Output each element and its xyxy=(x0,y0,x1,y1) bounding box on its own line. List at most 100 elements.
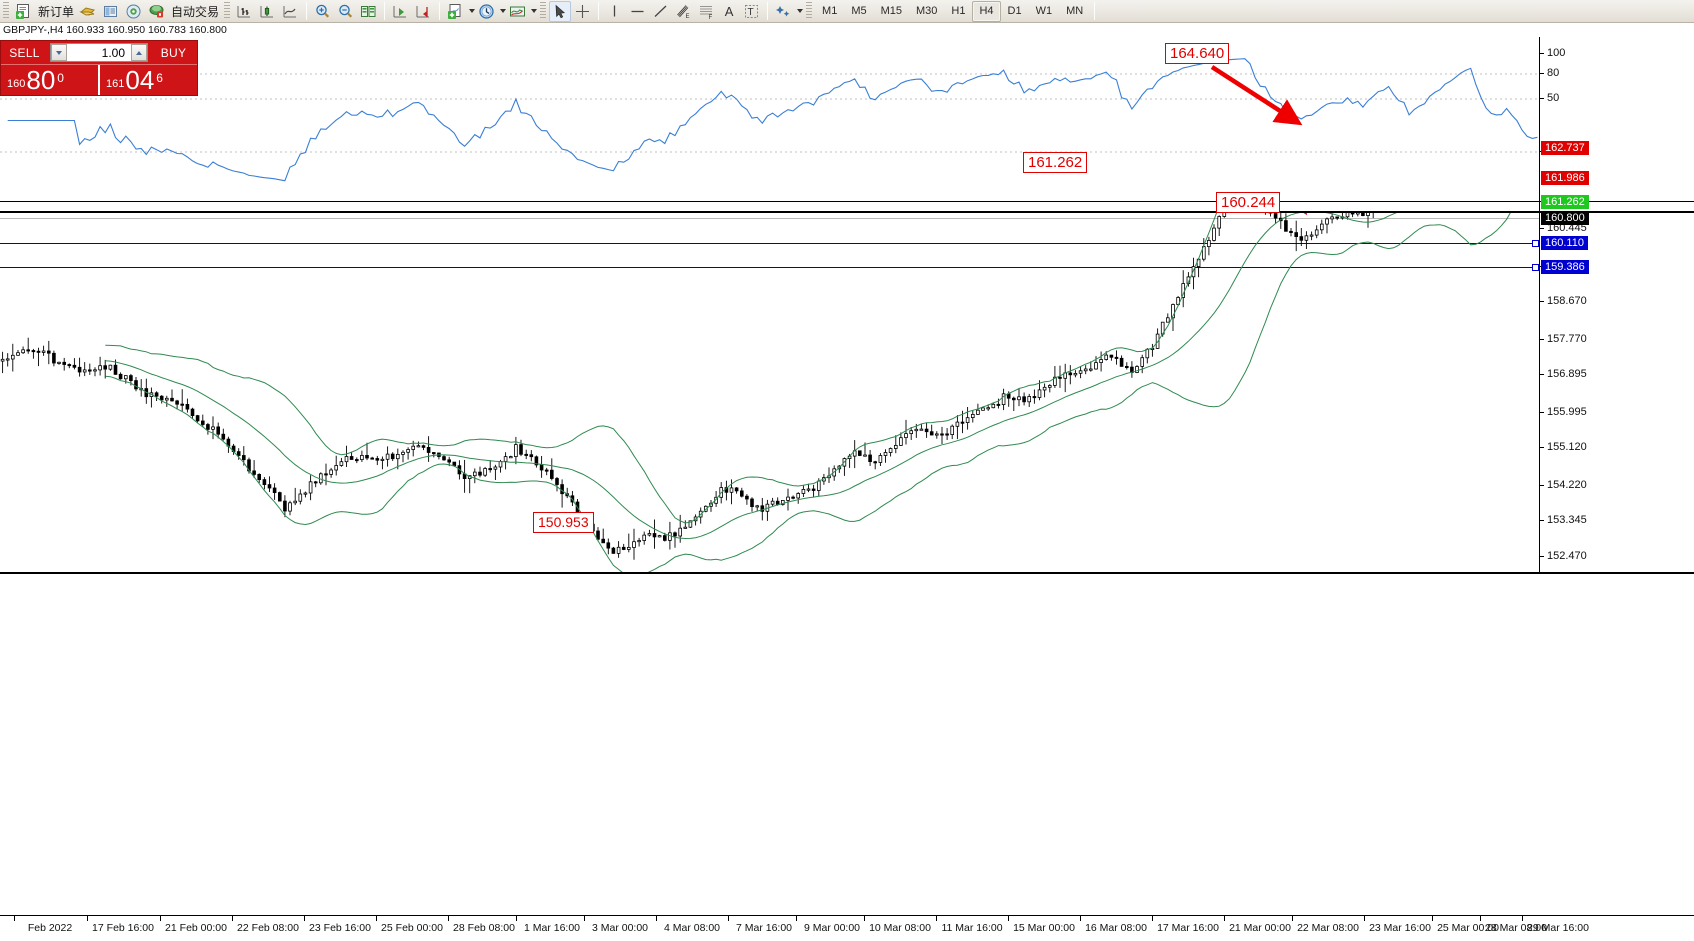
timeframe-d1[interactable]: D1 xyxy=(1007,5,1022,17)
level-handle[interactable] xyxy=(1532,264,1539,271)
time-tick xyxy=(1008,916,1009,921)
profiles-icon[interactable] xyxy=(76,1,99,22)
text-label-icon[interactable]: T xyxy=(740,1,763,22)
svg-text:F: F xyxy=(709,15,713,20)
time-axis-label: 7 Mar 16:00 xyxy=(735,922,793,934)
chart-shift-icon[interactable] xyxy=(412,1,435,22)
navigator-icon[interactable] xyxy=(122,1,145,22)
horizontal-line-icon[interactable] xyxy=(626,1,649,22)
volume-increment[interactable] xyxy=(131,44,147,61)
sell-button[interactable]: SELL xyxy=(9,45,40,60)
time-axis-label: 21 Feb 00:00 xyxy=(165,922,227,934)
candlestick-chart-icon[interactable] xyxy=(256,1,279,22)
line-chart-icon[interactable] xyxy=(279,1,302,22)
time-axis-label: 11 Mar 16:00 xyxy=(941,922,1003,934)
timeframe-mn[interactable]: MN xyxy=(1066,5,1084,17)
price-level-badge[interactable]: 160.800 xyxy=(1541,211,1589,225)
blue-level-line-159386[interactable] xyxy=(0,264,1539,271)
zoom-in-icon[interactable] xyxy=(311,1,334,22)
sell-price-fraction: 0 xyxy=(57,71,64,85)
autotrading-label[interactable]: 自动交易 xyxy=(171,4,220,19)
time-axis-label: 16 Mar 08:00 xyxy=(1085,922,1147,934)
objects-dropdown-caret[interactable] xyxy=(797,9,804,13)
time-tick xyxy=(1522,916,1523,921)
annotation-150953[interactable]: 150.953 xyxy=(533,512,594,533)
fibonacci-icon[interactable]: F xyxy=(695,1,718,22)
toolbar-grip-4[interactable] xyxy=(806,2,813,20)
toolbar-grip[interactable] xyxy=(3,2,9,20)
price-level-badge[interactable]: 159.386 xyxy=(1541,260,1589,274)
templates-dropdown-caret[interactable] xyxy=(531,9,538,13)
chart-area[interactable]: 164.640 161.262 160.244 150.953 164.8701… xyxy=(0,37,1694,941)
templates-icon[interactable] xyxy=(506,1,529,22)
time-tick xyxy=(1480,916,1481,921)
data-window-icon[interactable] xyxy=(357,1,380,22)
timeframe-m5[interactable]: M5 xyxy=(851,5,867,17)
annotation-161262[interactable]: 161.262 xyxy=(1023,152,1088,173)
time-tick xyxy=(656,916,657,921)
sell-price[interactable]: 160 80 0 xyxy=(1,65,98,95)
trendline-icon[interactable] xyxy=(649,1,672,22)
zoom-out-icon[interactable] xyxy=(334,1,357,22)
buy-button[interactable]: BUY xyxy=(160,45,187,60)
svg-text:T: T xyxy=(748,7,754,18)
toolbar-grip-2[interactable] xyxy=(224,2,231,20)
timeframe-m30[interactable]: M30 xyxy=(916,5,938,17)
price-level-badge[interactable]: 162.737 xyxy=(1541,141,1589,155)
annotation-164640[interactable]: 164.640 xyxy=(1165,43,1230,64)
buy-price-prefix: 161 xyxy=(106,78,125,90)
main-toolbar: 新订单 自动交易 xyxy=(0,0,1694,23)
period-dropdown-caret[interactable] xyxy=(500,9,507,13)
indicators-dropdown-caret[interactable] xyxy=(469,9,476,13)
price-level-badge[interactable]: 160.110 xyxy=(1541,236,1588,250)
price-level-badge[interactable]: 161.262 xyxy=(1541,195,1589,209)
time-tick xyxy=(160,916,161,921)
auto-scroll-icon[interactable] xyxy=(389,1,412,22)
time-tick xyxy=(796,916,797,921)
new-order-label[interactable]: 新订单 xyxy=(38,4,75,19)
timeframe-w1[interactable]: W1 xyxy=(1035,5,1053,17)
price-level-badge[interactable]: 161.986 xyxy=(1541,171,1589,185)
annotation-160244[interactable]: 160.244 xyxy=(1216,192,1281,213)
period-icon[interactable] xyxy=(475,1,498,22)
timeframe-h4[interactable]: H4 xyxy=(972,0,1001,22)
buy-price[interactable]: 161 04 6 xyxy=(98,65,197,95)
rsi-down-arrow xyxy=(1210,65,1303,126)
time-axis: Feb 2022 17 Feb 16:00 21 Feb 00:00 22 Feb 0… xyxy=(0,915,1694,941)
rsi-pane[interactable]: RSI(14) 49.4910 100805015 xyxy=(0,37,1694,202)
time-axis-label: 25 Feb 00:00 xyxy=(381,922,443,934)
crosshair-icon[interactable] xyxy=(571,1,594,22)
bar-chart-icon[interactable] xyxy=(233,1,256,22)
toolbar-grip-3[interactable] xyxy=(540,2,547,20)
one-click-trade-panel[interactable]: SELL 1.00 BUY 160 80 0 161 04 6 xyxy=(0,40,198,96)
vertical-line-icon[interactable] xyxy=(603,1,626,22)
toolbar-separator-4 xyxy=(598,2,600,20)
toolbar-separator-5 xyxy=(767,2,769,20)
text-icon[interactable]: A xyxy=(724,3,734,19)
time-tick xyxy=(936,916,937,921)
volume-decrement[interactable] xyxy=(51,44,67,61)
new-order-icon[interactable] xyxy=(12,1,35,22)
volume-value[interactable]: 1.00 xyxy=(101,45,125,60)
blue-level-line-160110[interactable] xyxy=(0,240,1539,247)
timeframe-m15[interactable]: M15 xyxy=(880,5,902,17)
indicators-icon[interactable] xyxy=(444,1,467,22)
time-axis-label: 28 Mar 08:00 xyxy=(1485,922,1547,934)
time-tick xyxy=(1080,916,1081,921)
market-watch-icon[interactable] xyxy=(99,1,122,22)
volume-stepper[interactable]: 1.00 xyxy=(50,43,148,62)
equidistant-channel-icon[interactable]: E xyxy=(672,1,695,22)
cursor-icon[interactable] xyxy=(549,0,572,22)
rsi-plot[interactable]: RSI(14) 49.4910 xyxy=(0,37,1540,201)
level-handle[interactable] xyxy=(1532,240,1539,247)
autotrading-icon[interactable] xyxy=(145,1,168,22)
toolbar-separator-2 xyxy=(384,2,386,20)
timeframe-m1[interactable]: M1 xyxy=(822,5,838,17)
time-axis-label: 23 Feb 16:00 xyxy=(309,922,371,934)
objects-icon[interactable] xyxy=(772,1,795,22)
sell-price-prefix: 160 xyxy=(7,78,26,90)
time-axis-label: 17 Mar 16:00 xyxy=(1157,922,1219,934)
timeframe-h1[interactable]: H1 xyxy=(951,5,966,17)
time-tick xyxy=(1224,916,1225,921)
time-axis-label: 10 Mar 08:00 xyxy=(869,922,931,934)
